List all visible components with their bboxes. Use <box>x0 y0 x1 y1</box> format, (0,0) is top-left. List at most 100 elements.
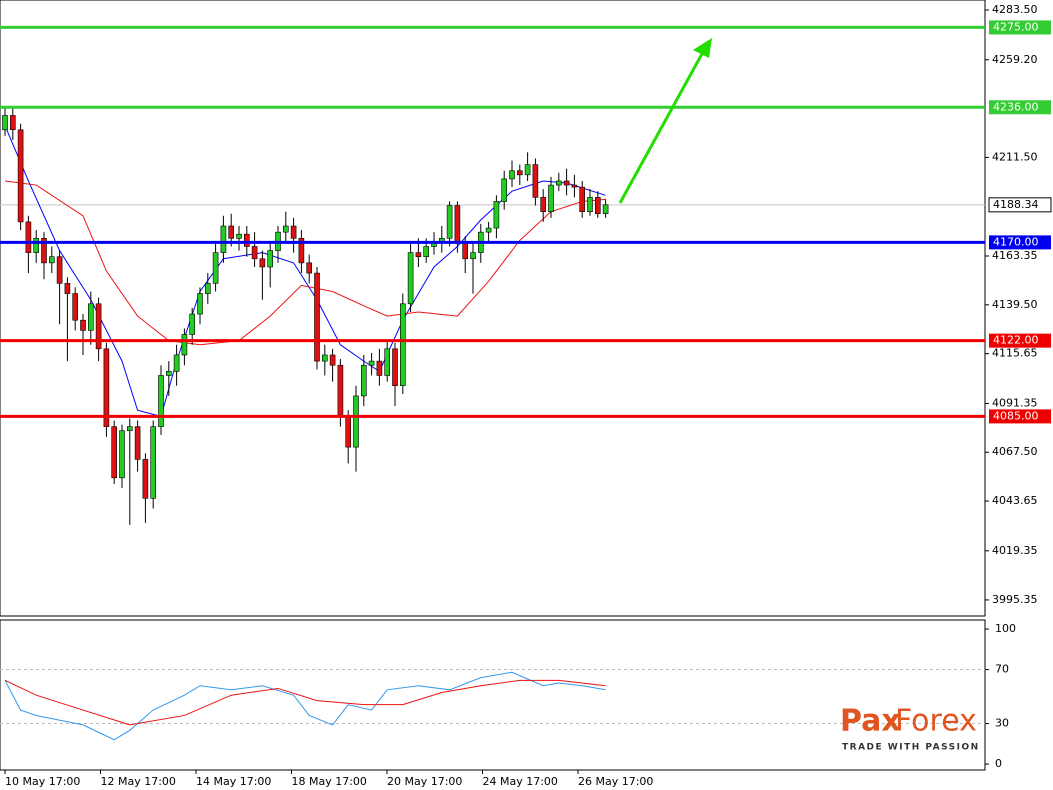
candle-body <box>501 178 508 202</box>
candle-body <box>516 170 523 176</box>
candle-body <box>353 395 359 448</box>
y-tick-label: 3995.35 <box>992 593 1038 606</box>
candle-body <box>587 197 593 212</box>
candle-body <box>10 115 16 131</box>
level-tag <box>989 100 1051 115</box>
oscillator-line <box>4 671 606 741</box>
candle-body <box>166 371 172 376</box>
logo-tagline: TRADE WITH PASSION <box>842 743 980 753</box>
candle-body <box>181 334 188 356</box>
candle-body <box>462 242 469 260</box>
candle-body <box>111 426 117 479</box>
y-tick-label: 4211.50 <box>992 150 1038 163</box>
candle-body <box>407 252 414 305</box>
candle-body <box>454 205 461 243</box>
candle-body <box>399 303 406 386</box>
candle-body <box>602 204 609 215</box>
logo-left: Pax <box>840 704 901 739</box>
x-tick-label: 14 May 17:00 <box>196 775 271 788</box>
candle-body <box>197 293 203 315</box>
candle-body <box>509 170 515 180</box>
candle-body <box>56 256 63 284</box>
level-tag <box>989 20 1051 35</box>
price-pane <box>0 0 986 617</box>
candle-body <box>244 233 250 247</box>
candle-body <box>267 250 274 268</box>
candle-body <box>17 129 24 223</box>
logo-right: Forex <box>895 704 977 739</box>
candle-body <box>337 364 344 417</box>
candle-body <box>236 233 242 239</box>
y2-tick-label: 0 <box>995 757 1002 770</box>
candle-body <box>127 426 133 432</box>
level-label: 4085.00 <box>993 409 1039 422</box>
y-tick-label: 4283.50 <box>992 3 1038 16</box>
candle-body <box>228 225 234 239</box>
last-price-label: 4188.34 <box>993 198 1039 211</box>
candle-body <box>368 360 375 366</box>
x-tick-label: 12 May 17:00 <box>101 775 176 788</box>
y-tick-label: 4115.65 <box>992 347 1038 360</box>
x-tick-label: 24 May 17:00 <box>483 775 558 788</box>
candle-body <box>95 303 102 350</box>
candle-body <box>2 115 8 131</box>
candle-body <box>314 272 320 362</box>
candle-body <box>306 262 313 274</box>
candle-body <box>392 348 398 386</box>
candle-body <box>555 180 562 186</box>
candle-body <box>259 258 266 268</box>
candle-body <box>290 225 297 239</box>
candle-body <box>72 293 78 321</box>
y2-tick-label: 30 <box>995 717 1009 730</box>
forecast-arrow <box>618 51 705 204</box>
candle-body <box>103 348 110 427</box>
candle-body <box>220 225 227 253</box>
candle-body <box>540 197 547 212</box>
x-tick-label: 18 May 17:00 <box>292 775 367 788</box>
y-tick-label: 4043.65 <box>992 494 1038 507</box>
candle-body <box>493 201 500 229</box>
candle-body <box>485 227 492 233</box>
y2-tick-label: 100 <box>995 622 1016 635</box>
candle-body <box>33 237 40 253</box>
candle-body <box>594 197 601 215</box>
x-tick-label: 26 May 17:00 <box>578 775 653 788</box>
candle-body <box>532 164 539 198</box>
candle-body <box>88 303 94 331</box>
level-tag <box>989 409 1051 424</box>
candle-body <box>119 430 125 479</box>
candle-body <box>470 252 476 260</box>
candle-body <box>251 246 258 260</box>
y-tick-label: 4019.35 <box>992 544 1038 557</box>
level-label: 4170.00 <box>993 235 1039 248</box>
candle-body <box>282 225 289 233</box>
x-tick-label: 20 May 17:00 <box>387 775 462 788</box>
candle-body <box>158 375 164 427</box>
y-tick-label: 4259.20 <box>992 53 1038 66</box>
level-tag <box>989 235 1051 250</box>
candle-body <box>64 283 71 294</box>
candle-body <box>173 354 180 372</box>
candle-body <box>345 416 352 448</box>
level-label: 4275.00 <box>993 20 1039 33</box>
level-label: 4122.00 <box>993 334 1039 347</box>
candle-body <box>548 184 554 212</box>
candle-body <box>41 237 47 264</box>
level-label: 4236.00 <box>993 100 1039 113</box>
y-tick-label: 4139.50 <box>992 298 1038 311</box>
candle-body <box>415 252 422 258</box>
candle-body <box>571 184 578 188</box>
candle-body <box>384 348 391 376</box>
candle-body <box>376 360 383 376</box>
y-tick-label: 4067.50 <box>992 445 1038 458</box>
candle-body <box>298 237 305 264</box>
y-tick-label: 4091.35 <box>992 396 1038 409</box>
candle-body <box>329 354 336 366</box>
candle-body <box>142 459 149 499</box>
candle-body <box>579 186 586 212</box>
moving-average <box>4 125 606 418</box>
arrow-head <box>693 38 712 58</box>
candle-body <box>150 426 156 499</box>
candle-body <box>48 256 55 264</box>
